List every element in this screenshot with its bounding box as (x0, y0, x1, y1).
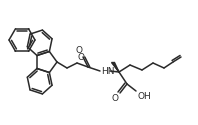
Text: OH: OH (137, 92, 151, 101)
Polygon shape (111, 62, 119, 72)
Text: O: O (75, 46, 82, 55)
Text: O: O (78, 52, 85, 62)
Text: O: O (111, 94, 118, 103)
Text: HN: HN (101, 66, 114, 76)
